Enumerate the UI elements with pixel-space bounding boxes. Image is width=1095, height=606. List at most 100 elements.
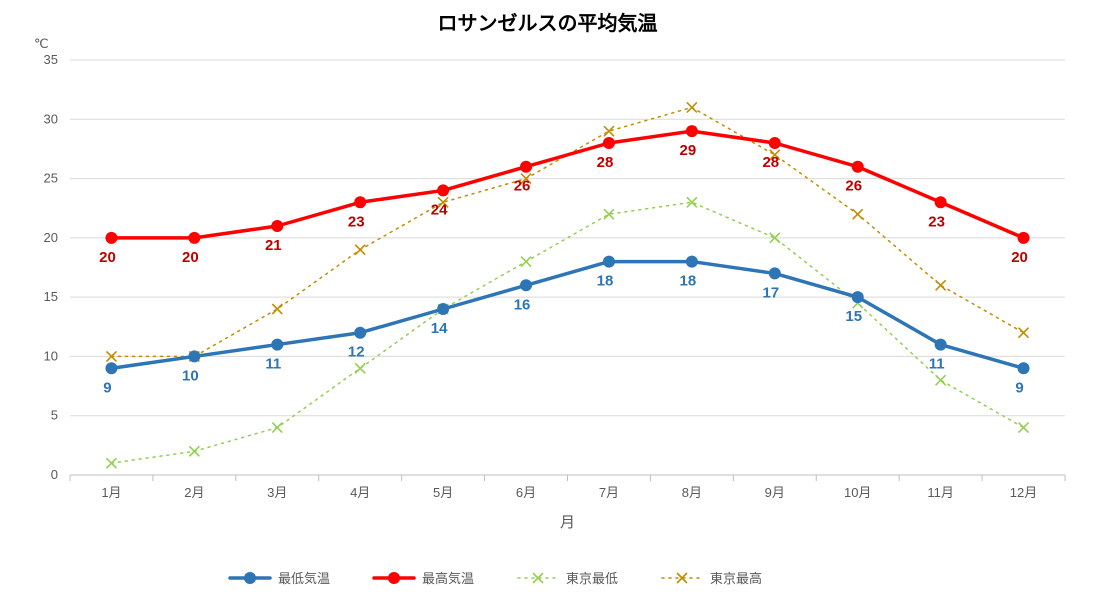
x-tick-label: 10月 [844, 485, 871, 500]
marker-circle [188, 232, 200, 244]
marker-x [936, 375, 946, 385]
series-line [111, 107, 1023, 356]
marker-x [106, 458, 116, 468]
marker-circle [769, 137, 781, 149]
data-label: 18 [597, 273, 614, 290]
data-label: 15 [845, 308, 862, 325]
marker-circle [1018, 362, 1030, 374]
data-label: 21 [265, 237, 282, 254]
legend-label: 東京最高 [710, 571, 762, 586]
x-tick-label: 5月 [433, 485, 453, 500]
marker-circle [603, 137, 615, 149]
x-tick-label: 7月 [599, 485, 619, 500]
legend-item: 最高気温 [374, 571, 474, 586]
legend: 最低気温 最高気温 東京最低 東京最高 [230, 571, 762, 586]
x-tick-label: 8月 [682, 485, 702, 500]
temperature-line-chart: ロサンゼルスの平均気温℃051015202530351月2月3月4月5月6月7月… [0, 0, 1095, 606]
marker-x [355, 245, 365, 255]
marker-circle [354, 196, 366, 208]
data-label: 26 [514, 178, 531, 195]
marker-x [1019, 328, 1029, 338]
x-tick-label: 2月 [184, 485, 204, 500]
series-line [111, 202, 1023, 463]
x-tick-label: 9月 [765, 485, 785, 500]
marker-circle [1018, 232, 1030, 244]
marker-circle [520, 161, 532, 173]
data-label: 23 [928, 213, 945, 230]
marker-x [189, 446, 199, 456]
y-tick-label: 35 [44, 52, 58, 67]
data-label: 9 [1015, 379, 1023, 396]
marker-x [272, 304, 282, 314]
data-label: 26 [845, 178, 862, 195]
x-tick-label: 12月 [1010, 485, 1037, 500]
legend-item: 東京最低 [518, 571, 618, 586]
marker-circle [437, 184, 449, 196]
y-tick-label: 20 [44, 230, 58, 245]
series-line [111, 131, 1023, 238]
series-line [111, 262, 1023, 369]
y-tick-label: 5 [51, 408, 58, 423]
marker-x [1019, 423, 1029, 433]
marker-circle [354, 327, 366, 339]
x-tick-label: 11月 [927, 485, 954, 500]
data-label: 20 [182, 249, 199, 266]
data-label: 29 [680, 142, 697, 159]
x-tick-label: 3月 [267, 485, 287, 500]
marker-circle [603, 256, 615, 268]
y-tick-label: 15 [44, 289, 58, 304]
legend-item: 最低気温 [230, 571, 330, 586]
marker-circle [769, 267, 781, 279]
x-tick-label: 4月 [350, 485, 370, 500]
marker-x [604, 126, 614, 136]
marker-x [936, 280, 946, 290]
marker-circle [271, 220, 283, 232]
data-label: 28 [762, 154, 779, 171]
chart-title: ロサンゼルスの平均気温 [438, 11, 658, 35]
series-la_min: 9 10 11 12 14 16 18 18 17 15 11 9 [103, 256, 1029, 397]
marker-circle [437, 303, 449, 315]
data-label: 20 [99, 249, 116, 266]
legend-item: 東京最高 [662, 571, 762, 586]
data-label: 14 [431, 320, 448, 337]
marker-circle [188, 350, 200, 362]
marker-circle [105, 362, 117, 374]
data-label: 18 [680, 273, 697, 290]
data-label: 11 [929, 356, 945, 373]
data-label: 12 [348, 344, 365, 361]
marker-circle [105, 232, 117, 244]
y-tick-label: 25 [44, 171, 58, 186]
y-tick-label: 10 [44, 348, 58, 363]
marker-circle [686, 256, 698, 268]
y-tick-label: 0 [51, 467, 58, 482]
marker-x [355, 363, 365, 373]
legend-swatch-marker [244, 572, 256, 584]
marker-circle [852, 161, 864, 173]
series-la_max: 20 20 21 23 24 26 28 29 28 26 23 20 [99, 125, 1029, 266]
data-label: 10 [182, 367, 199, 384]
data-label: 17 [762, 284, 779, 301]
data-label: 11 [265, 356, 281, 373]
x-axis-title: 月 [560, 514, 575, 531]
legend-label: 東京最低 [566, 571, 618, 586]
marker-circle [520, 279, 532, 291]
y-unit-label: ℃ [34, 36, 49, 51]
marker-x [521, 257, 531, 267]
data-label: 16 [514, 296, 531, 313]
data-label: 9 [103, 379, 111, 396]
marker-circle [935, 196, 947, 208]
data-label: 20 [1011, 249, 1028, 266]
marker-x [853, 209, 863, 219]
x-tick-label: 6月 [516, 485, 536, 500]
data-label: 24 [431, 201, 448, 218]
marker-circle [935, 339, 947, 351]
legend-swatch-marker [388, 572, 400, 584]
data-label: 23 [348, 213, 365, 230]
data-label: 28 [597, 154, 614, 171]
chart-container: ロサンゼルスの平均気温℃051015202530351月2月3月4月5月6月7月… [0, 0, 1095, 606]
marker-x [687, 102, 697, 112]
marker-circle [852, 291, 864, 303]
marker-circle [271, 339, 283, 351]
marker-circle [686, 125, 698, 137]
x-tick-label: 1月 [101, 485, 121, 500]
